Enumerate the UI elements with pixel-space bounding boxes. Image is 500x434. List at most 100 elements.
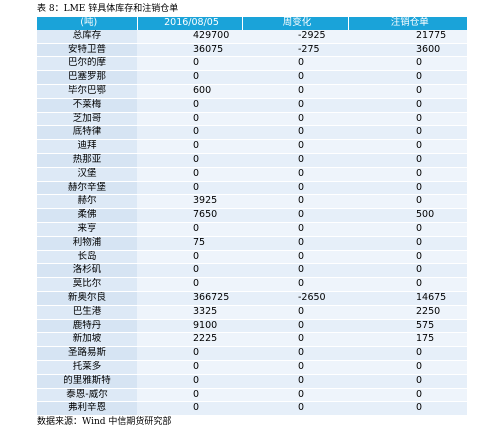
- warehouse-location: 新加坡: [37, 332, 137, 348]
- cancelled-warrants-cell: 175: [348, 332, 467, 348]
- weekly-change-cell: -275: [242, 43, 348, 58]
- table-row: 柔佛 7650 0 500: [37, 208, 467, 223]
- table-row: 莫比尔 0 0 0: [37, 277, 467, 292]
- table-row: 热那亚 0 0 0: [37, 153, 467, 168]
- stock-cell: 9100: [137, 319, 242, 334]
- weekly-change-cell-value: -275: [298, 43, 320, 55]
- table-row: 芝加哥 0 0 0: [37, 112, 467, 127]
- weekly-change-cell: 0: [242, 139, 348, 154]
- weekly-change-cell: 0: [242, 153, 348, 168]
- warehouse-location: 热那亚: [37, 153, 137, 168]
- table-row: 巴生港 3325 0 2250: [37, 305, 467, 320]
- warehouse-location: 来亨: [37, 222, 137, 237]
- cancelled-warrants-cell-value: 175: [416, 333, 435, 345]
- cancelled-warrants-cell-value: 3600: [416, 43, 441, 55]
- cancelled-warrants-cell: 0: [348, 70, 467, 85]
- weekly-change-cell: 0: [242, 277, 348, 292]
- weekly-change-cell-value: 0: [298, 402, 305, 414]
- cancelled-warrants-cell-value: 0: [416, 402, 423, 414]
- weekly-change-cell-value: 0: [298, 305, 305, 317]
- weekly-change-cell: 0: [242, 374, 348, 389]
- weekly-change-cell: 0: [242, 263, 348, 279]
- table-row: 巴塞罗那 0 0 0: [37, 70, 467, 85]
- table-row: 迪拜 0 0 0: [37, 139, 467, 154]
- cancelled-warrants-cell: 500: [348, 208, 467, 223]
- cancelled-warrants-cell-value: 0: [416, 126, 423, 138]
- stock-cell-value: 0: [193, 360, 200, 372]
- cancelled-warrants-cell-value: 0: [416, 388, 423, 400]
- table-row: 鹿特丹 9100 0 575: [37, 319, 467, 334]
- cancelled-warrants-cell-value: 0: [416, 360, 423, 372]
- stock-cell: 0: [137, 56, 242, 72]
- warehouse-location: 毕尔巴鄂: [37, 84, 137, 99]
- weekly-change-cell-value: 0: [298, 153, 305, 165]
- table-row: 巴尔的摩 0 0 0: [37, 56, 467, 72]
- weekly-change-cell-value: 0: [298, 71, 305, 83]
- weekly-change-cell-value: -2925: [298, 29, 326, 41]
- stock-cell: 0: [137, 277, 242, 292]
- header-unit: (吨): [37, 17, 138, 30]
- warehouse-location: 底特律: [37, 125, 137, 141]
- cancelled-warrants-cell: 0: [348, 250, 467, 265]
- cancelled-warrants-cell-value: 0: [416, 98, 423, 110]
- weekly-change-cell-value: 0: [298, 84, 305, 96]
- weekly-change-cell-value: 0: [298, 360, 305, 372]
- warehouse-location: 的里雅斯特: [37, 374, 137, 389]
- weekly-change-cell: 0: [242, 208, 348, 223]
- weekly-change-cell-value: 0: [298, 167, 305, 179]
- weekly-change-cell-value: 0: [298, 222, 305, 234]
- table-row: 泰恩-威尔 0 0 0: [37, 388, 467, 403]
- cancelled-warrants-cell: 0: [348, 194, 467, 210]
- cancelled-warrants-cell: 0: [348, 388, 467, 403]
- stock-cell-value: 600: [193, 84, 212, 96]
- cancelled-warrants-cell: 21775: [348, 29, 467, 44]
- weekly-change-cell: 0: [242, 167, 348, 182]
- cancelled-warrants-cell-value: 21775: [416, 29, 447, 41]
- warehouse-location: 莫比尔: [37, 277, 137, 292]
- stock-cell: 0: [137, 360, 242, 375]
- stock-cell: 36075: [137, 43, 242, 58]
- cancelled-warrants-cell: 0: [348, 346, 467, 361]
- warehouse-location: 总库存: [37, 29, 137, 44]
- stock-cell: 0: [137, 153, 242, 168]
- weekly-change-cell: 0: [242, 222, 348, 237]
- warehouse-location: 鹿特丹: [37, 319, 137, 334]
- weekly-change-cell: 0: [242, 194, 348, 210]
- cancelled-warrants-cell: 0: [348, 139, 467, 154]
- table-row: 不莱梅 0 0 0: [37, 98, 467, 113]
- warehouse-location: 弗利辛恩: [37, 401, 137, 417]
- weekly-change-cell: 0: [242, 332, 348, 348]
- weekly-change-cell: 0: [242, 388, 348, 403]
- warehouse-location: 巴塞罗那: [37, 70, 137, 85]
- cancelled-warrants-cell: 3600: [348, 43, 467, 58]
- weekly-change-cell-value: -2650: [298, 291, 326, 303]
- warehouse-location: 迪拜: [37, 139, 137, 154]
- stock-cell-value: 7650: [193, 209, 218, 221]
- stock-cell: 0: [137, 139, 242, 154]
- table-row: 新奥尔良 366725 -2650 14675: [37, 291, 467, 306]
- weekly-change-cell-value: 0: [298, 195, 305, 207]
- warehouse-location: 长岛: [37, 250, 137, 265]
- cancelled-warrants-cell: 0: [348, 153, 467, 168]
- weekly-change-cell: 0: [242, 125, 348, 141]
- cancelled-warrants-cell: 575: [348, 319, 467, 334]
- table-row: 汉堡 0 0 0: [37, 167, 467, 182]
- stock-cell-value: 0: [193, 126, 200, 138]
- table-row: 洛杉矶 0 0 0: [37, 263, 467, 279]
- table-row: 安特卫普 36075 -275 3600: [37, 43, 467, 58]
- table-row: 总库存 429700 -2925 21775: [37, 29, 467, 44]
- lme-zinc-stock-table: (吨) 2016/08/05 周变化 注销仓单 总库存 429700 -2925 21…: [37, 17, 467, 417]
- stock-cell: 3325: [137, 305, 242, 320]
- weekly-change-cell: -2925: [242, 29, 348, 44]
- stock-cell-value: 0: [193, 153, 200, 165]
- cancelled-warrants-cell-value: 0: [416, 167, 423, 179]
- stock-cell: 0: [137, 98, 242, 113]
- table-row: 利物浦 75 0 0: [37, 236, 467, 251]
- weekly-change-cell: 0: [242, 98, 348, 113]
- stock-cell-value: 0: [193, 57, 200, 69]
- cancelled-warrants-cell-value: 0: [416, 181, 423, 193]
- table-caption: 表 8：LME 锌具体库存和注销仓单: [37, 4, 179, 14]
- weekly-change-cell: -2650: [242, 291, 348, 306]
- stock-cell-value: 0: [193, 167, 200, 179]
- weekly-change-cell: 0: [242, 236, 348, 251]
